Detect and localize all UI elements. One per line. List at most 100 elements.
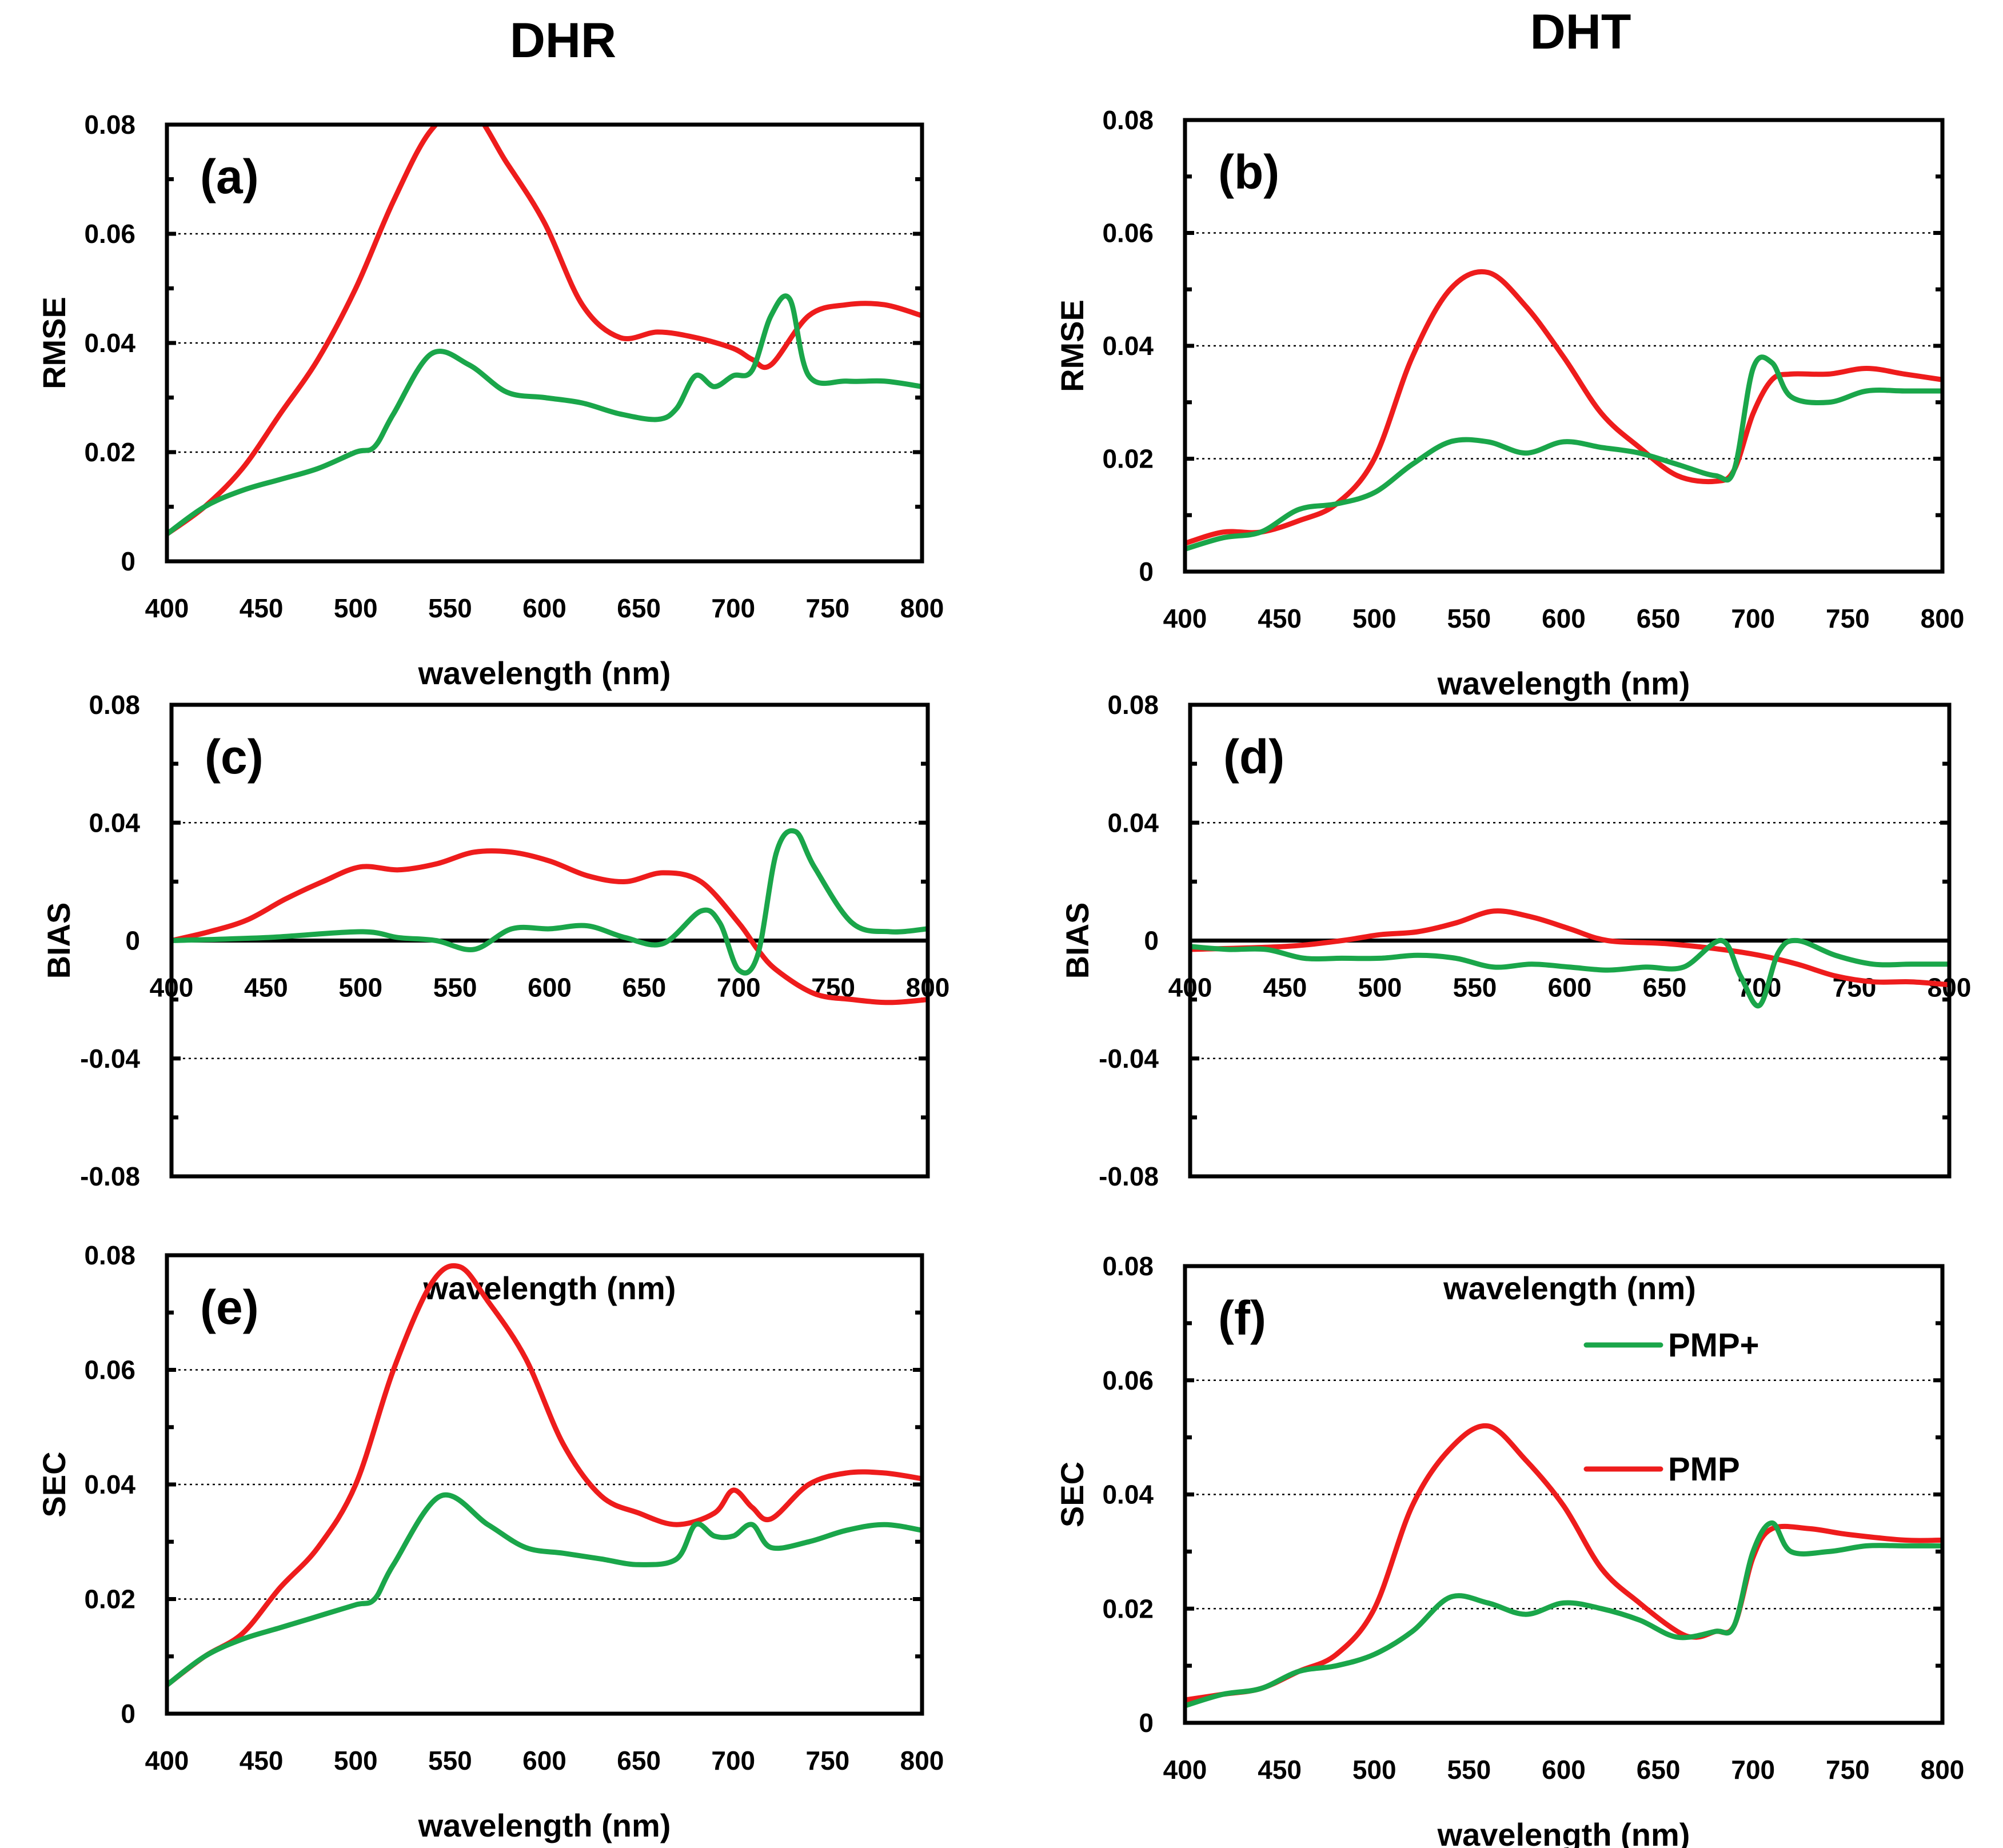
x-tick-label-e-8: 800 bbox=[900, 1746, 944, 1775]
x-axis-title-e: wavelength (nm) bbox=[418, 1807, 671, 1843]
x-tick-label-a-5: 650 bbox=[617, 593, 661, 623]
y-tick-label-c-4: 0.08 bbox=[89, 690, 140, 720]
y-tick-label-e-2: 0.04 bbox=[84, 1470, 135, 1499]
x-axis-title-d: wavelength (nm) bbox=[1443, 1270, 1696, 1306]
y-tick-label-a-1: 0.02 bbox=[84, 437, 135, 467]
x-tick-label-d-1: 450 bbox=[1263, 973, 1307, 1003]
y-tick-label-f-0: 0 bbox=[1139, 1708, 1154, 1738]
x-tick-label-d-5: 650 bbox=[1643, 973, 1687, 1003]
x-tick-label-b-8: 800 bbox=[1921, 604, 1965, 633]
series-line-b-pmp-plus bbox=[1185, 354, 1942, 552]
series-line-c-pmp-plus bbox=[171, 828, 928, 976]
x-tick-label-f-8: 800 bbox=[1921, 1755, 1965, 1785]
y-tick-label-d-3: 0.04 bbox=[1107, 808, 1159, 837]
y-axis-title-c: BIAS bbox=[41, 903, 77, 979]
y-tick-label-c-2: 0 bbox=[125, 926, 140, 956]
y-tick-label-c-1: -0.04 bbox=[80, 1044, 140, 1073]
y-tick-label-c-3: 0.04 bbox=[89, 808, 140, 837]
series-line-a-pmp bbox=[167, 125, 922, 537]
y-tick-label-e-0: 0 bbox=[121, 1699, 135, 1729]
x-axis-title-b: wavelength (nm) bbox=[1437, 665, 1690, 701]
y-tick-label-f-1: 0.02 bbox=[1102, 1594, 1154, 1623]
plot-frame-b bbox=[1183, 118, 1945, 574]
y-axis-title-f: SEC bbox=[1054, 1462, 1090, 1527]
x-tick-label-b-7: 750 bbox=[1826, 604, 1870, 633]
y-tick-label-d-1: -0.04 bbox=[1099, 1044, 1159, 1073]
x-tick-label-e-1: 450 bbox=[240, 1746, 284, 1775]
x-axis-title-a: wavelength (nm) bbox=[418, 655, 671, 691]
x-tick-label-b-4: 600 bbox=[1542, 604, 1586, 633]
x-tick-label-a-3: 550 bbox=[428, 593, 472, 623]
x-tick-label-e-7: 750 bbox=[806, 1746, 850, 1775]
x-tick-label-e-4: 600 bbox=[522, 1746, 566, 1775]
chart-panel-e: 0 0.02 0.04 0.06 0.08 400 450 500 550 600 650 700 75… bbox=[36, 1240, 944, 1843]
panel-label-e: (e) bbox=[200, 1280, 259, 1334]
series-line-e-pmp bbox=[167, 1263, 922, 1688]
y-tick-label-b-1: 0.02 bbox=[1102, 444, 1154, 474]
series-line-a-pmp-plus bbox=[167, 293, 922, 537]
y-tick-label-b-3: 0.06 bbox=[1102, 218, 1154, 248]
y-tick-label-b-2: 0.04 bbox=[1102, 331, 1154, 361]
legend: PMP+ PMP bbox=[1583, 1327, 1759, 1488]
y-axis-title-a: RMSE bbox=[36, 297, 72, 389]
x-tick-label-f-3: 550 bbox=[1447, 1755, 1491, 1785]
y-tick-label-d-0: -0.08 bbox=[1099, 1162, 1159, 1191]
column-title-dht: DHT bbox=[1530, 5, 1631, 59]
x-tick-label-c-6: 700 bbox=[717, 973, 761, 1003]
series-line-d-pmp-plus bbox=[1190, 937, 1949, 1009]
panel-label-f: (f) bbox=[1218, 1291, 1266, 1345]
x-tick-label-f-2: 500 bbox=[1352, 1755, 1396, 1785]
chart-panel-a: 0 0.02 0.04 0.06 0.08 400 450 500 550 600 650 700 75… bbox=[36, 110, 944, 691]
series-line-c-pmp bbox=[171, 848, 928, 1005]
x-tick-label-b-0: 400 bbox=[1163, 604, 1207, 633]
x-tick-label-b-3: 550 bbox=[1447, 604, 1491, 633]
x-tick-label-f-4: 600 bbox=[1542, 1755, 1586, 1785]
chart-panels: 0 0.02 0.04 0.06 0.08 400 450 500 550 600 650 700 75… bbox=[36, 105, 1971, 1848]
x-tick-label-e-0: 400 bbox=[145, 1746, 189, 1775]
x-axis-title-f: wavelength (nm) bbox=[1437, 1817, 1690, 1848]
x-tick-label-c-1: 450 bbox=[244, 973, 288, 1003]
x-tick-label-e-2: 500 bbox=[334, 1746, 378, 1775]
y-tick-label-e-3: 0.06 bbox=[84, 1355, 135, 1385]
x-tick-label-b-1: 450 bbox=[1258, 604, 1302, 633]
chart-panel-f: 0 0.02 0.04 0.06 0.08 400 450 500 550 600 650 700 75… bbox=[1054, 1251, 1964, 1848]
plot-frame-c bbox=[169, 703, 930, 1179]
y-tick-label-e-4: 0.08 bbox=[84, 1240, 135, 1270]
legend-label-pmp: PMP bbox=[1668, 1451, 1740, 1488]
x-tick-label-a-1: 450 bbox=[240, 593, 284, 623]
x-tick-label-a-2: 500 bbox=[334, 593, 378, 623]
x-tick-label-f-5: 650 bbox=[1637, 1755, 1681, 1785]
y-tick-label-d-4: 0.08 bbox=[1107, 690, 1159, 720]
series-line-e-pmp-plus bbox=[167, 1492, 922, 1688]
x-tick-label-f-6: 700 bbox=[1731, 1755, 1775, 1785]
y-tick-label-a-3: 0.06 bbox=[84, 219, 135, 249]
plot-frame-d bbox=[1188, 703, 1952, 1179]
x-tick-label-e-6: 700 bbox=[711, 1746, 755, 1775]
panel-label-c: (c) bbox=[205, 730, 264, 784]
x-tick-label-f-7: 750 bbox=[1826, 1755, 1870, 1785]
x-tick-label-f-0: 400 bbox=[1163, 1755, 1207, 1785]
x-tick-label-d-4: 600 bbox=[1548, 973, 1592, 1003]
plot-frame-e bbox=[165, 1253, 924, 1716]
y-axis-title-b: RMSE bbox=[1054, 300, 1090, 392]
x-tick-label-b-5: 650 bbox=[1637, 604, 1681, 633]
y-tick-label-b-0: 0 bbox=[1139, 557, 1154, 586]
y-tick-label-a-2: 0.04 bbox=[84, 328, 135, 358]
x-tick-label-a-0: 400 bbox=[145, 593, 189, 623]
series-line-f-pmp-plus bbox=[1185, 1520, 1942, 1709]
x-tick-label-c-4: 600 bbox=[528, 973, 572, 1003]
y-tick-label-d-2: 0 bbox=[1144, 926, 1159, 956]
column-title-dhr: DHR bbox=[510, 13, 616, 68]
series-line-d-pmp bbox=[1190, 908, 1949, 988]
x-tick-label-c-2: 500 bbox=[338, 973, 382, 1003]
x-tick-label-e-5: 650 bbox=[617, 1746, 661, 1775]
y-tick-label-a-0: 0 bbox=[121, 546, 135, 576]
x-tick-label-d-2: 500 bbox=[1358, 973, 1402, 1003]
plot-frame-f bbox=[1183, 1264, 1945, 1725]
x-tick-label-a-4: 600 bbox=[522, 593, 566, 623]
y-tick-label-f-2: 0.04 bbox=[1102, 1480, 1154, 1510]
x-tick-label-a-7: 750 bbox=[806, 593, 850, 623]
